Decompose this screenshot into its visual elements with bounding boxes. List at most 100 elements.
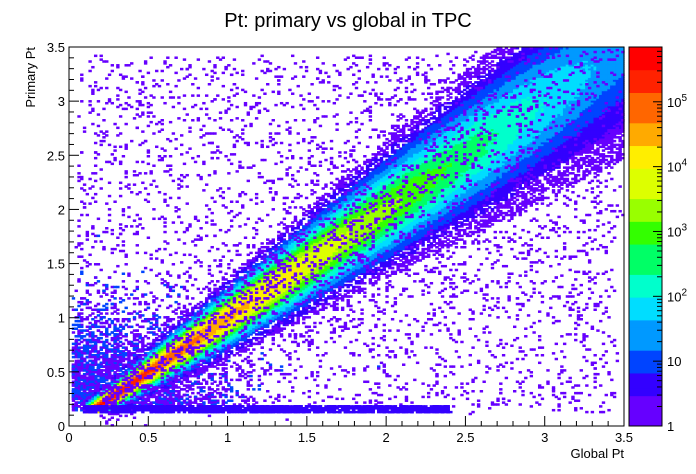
heatmap-cell	[518, 382, 522, 385]
heatmap-cell	[521, 228, 525, 232]
heatmap-cell	[235, 117, 239, 120]
heatmap-cell	[410, 342, 414, 346]
heatmap-cell	[277, 380, 281, 384]
heatmap-cell	[218, 380, 223, 384]
heatmap-cell	[93, 84, 98, 88]
heatmap-cell	[110, 291, 115, 294]
heatmap-cell	[321, 62, 325, 65]
heatmap-cell	[80, 350, 84, 353]
heatmap-cell	[260, 158, 264, 162]
heatmap-cell	[474, 291, 478, 294]
heatmap-cell	[77, 278, 81, 281]
heatmap-cell	[424, 321, 428, 325]
heatmap-cell	[268, 136, 273, 139]
heatmap-cell	[543, 280, 547, 283]
heatmap-cell	[110, 348, 115, 351]
heatmap-cell	[74, 350, 78, 353]
heatmap-cell	[457, 263, 461, 266]
heatmap-cell	[590, 278, 595, 281]
heatmap-cell	[315, 117, 320, 120]
heatmap-cell	[293, 179, 298, 183]
heatmap-cell	[88, 374, 92, 378]
heatmap-cell	[166, 285, 170, 289]
heatmap-cell	[476, 359, 481, 363]
heatmap-cell	[199, 372, 203, 376]
heatmap-cell	[571, 191, 575, 194]
heatmap-cell	[340, 306, 345, 310]
heatmap-cell	[202, 124, 206, 128]
heatmap-cell	[346, 289, 350, 293]
heatmap-cell	[93, 386, 98, 389]
heatmap-cell	[535, 270, 539, 274]
heatmap-cell	[74, 245, 78, 249]
heatmap-cell	[313, 164, 317, 167]
heatmap-cell	[152, 132, 156, 135]
heatmap-cell	[599, 405, 603, 408]
heatmap-cell	[85, 281, 90, 285]
heatmap-cell	[141, 103, 145, 107]
heatmap-cell	[254, 232, 259, 236]
heatmap-cell	[74, 353, 78, 357]
heatmap-cell	[515, 336, 520, 340]
heatmap-cell	[157, 158, 162, 162]
heatmap-cell	[426, 249, 431, 253]
heatmap-cell	[377, 306, 381, 310]
heatmap-cell	[263, 71, 267, 75]
heatmap-cell	[357, 128, 361, 131]
heatmap-cell	[235, 213, 239, 217]
heatmap-cell	[557, 408, 561, 412]
heatmap-cell	[193, 103, 198, 107]
heatmap-cell	[596, 329, 600, 332]
heatmap-cell	[332, 64, 337, 67]
heatmap-cell	[210, 132, 214, 135]
heatmap-cell	[107, 325, 112, 329]
heatmap-cell	[438, 103, 442, 107]
heatmap-cell	[155, 314, 159, 317]
heatmap-cell	[346, 139, 350, 143]
heatmap-cell	[252, 403, 256, 406]
heatmap-cell	[107, 160, 112, 164]
heatmap-cell	[393, 71, 398, 75]
heatmap-cell	[74, 319, 78, 323]
heatmap-cell	[88, 283, 92, 287]
heatmap-cell	[318, 71, 323, 75]
heatmap-cell	[279, 101, 284, 105]
heatmap-cell	[138, 403, 142, 406]
heatmap-cell	[604, 245, 608, 249]
heatmap-cell	[138, 310, 142, 313]
heatmap-cell	[346, 168, 350, 171]
heatmap-cell	[77, 219, 81, 222]
heatmap-cell	[601, 331, 606, 334]
heatmap-cell	[307, 342, 312, 346]
heatmap-cell	[80, 331, 84, 334]
heatmap-cell	[196, 86, 201, 90]
heatmap-cell	[238, 192, 242, 196]
heatmap-cell	[168, 289, 173, 293]
heatmap-cell	[346, 371, 350, 374]
heatmap-cell	[551, 227, 556, 230]
heatmap-cell	[229, 162, 234, 166]
heatmap-cell	[307, 403, 312, 406]
heatmap-cell	[496, 297, 500, 300]
heatmap-cell	[302, 75, 306, 78]
heatmap-cell	[318, 308, 323, 312]
heatmap-cell	[499, 245, 503, 249]
heatmap-cell	[191, 384, 195, 387]
heatmap-cell	[91, 369, 95, 372]
heatmap-cell	[127, 274, 131, 277]
heatmap-cell	[243, 141, 248, 145]
heatmap-cell	[199, 386, 203, 389]
heatmap-cell	[88, 293, 92, 296]
heatmap-cell	[88, 69, 92, 73]
heatmap-cell	[571, 397, 575, 401]
heatmap-cell	[163, 217, 167, 221]
heatmap-cell	[338, 86, 342, 90]
heatmap-cell	[585, 213, 589, 217]
heatmap-cell	[557, 234, 561, 238]
heatmap-cell	[565, 189, 570, 192]
heatmap-cell	[310, 371, 314, 374]
heatmap-cell	[438, 363, 442, 366]
heatmap-cell	[465, 382, 470, 385]
heatmap-cell	[593, 367, 597, 370]
heatmap-cell	[105, 340, 109, 344]
